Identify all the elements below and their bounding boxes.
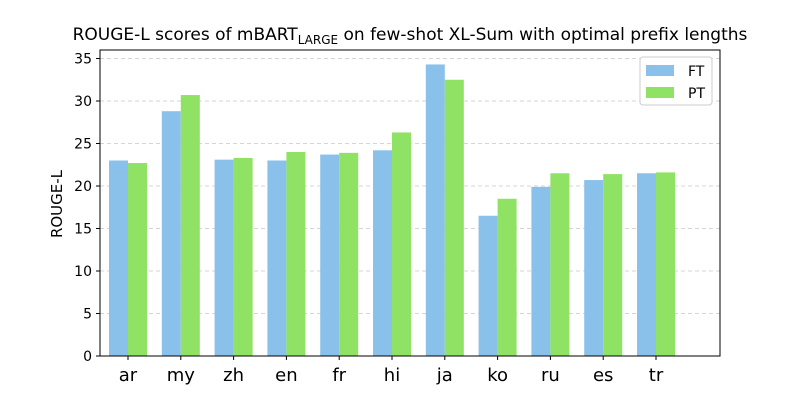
x-tick-label-ko: ko — [487, 365, 508, 386]
x-tick-label-ja: ja — [436, 365, 453, 386]
x-tick-label-my: my — [167, 365, 196, 386]
plot-frame — [99, 49, 721, 357]
bar-pt-hi — [392, 132, 411, 356]
bar-ft-ru — [531, 186, 551, 356]
bar-pt-my — [180, 95, 200, 357]
bar-pt-ko — [497, 198, 517, 356]
y-ticks: 0 5 10 15 20 25 30 35 — [74, 52, 100, 365]
bar-ft-zh — [214, 159, 234, 356]
bar-ft-tr — [637, 173, 656, 356]
bar-pt-zh — [233, 157, 253, 356]
y-tick-label-20: 20 — [74, 179, 92, 195]
bar-ft-ja — [425, 64, 445, 356]
y-tick-label-10: 10 — [74, 264, 92, 280]
chart-title-rest: on few-shot XL-Sum with optimal prefix l… — [338, 25, 747, 45]
x-tick-label-en: en — [275, 365, 297, 386]
y-tick-label-25: 25 — [74, 137, 92, 153]
legend: FT PT — [639, 56, 713, 106]
x-tick-label-ru: ru — [541, 365, 560, 386]
bar-ft-my — [161, 111, 181, 356]
legend-swatch-ft — [646, 65, 674, 76]
y-tick-label-5: 5 — [83, 307, 92, 323]
bar-ft-hi — [373, 150, 392, 356]
y-tick-label-0: 0 — [83, 349, 92, 365]
bar-pt-ar — [128, 163, 147, 356]
bar-pt-ru — [550, 173, 570, 356]
bar-pt-en — [286, 152, 306, 356]
y-axis-label: ROUGE-L — [48, 169, 66, 238]
bar-ft-ar — [109, 160, 128, 356]
x-tick-label-hi: hi — [384, 365, 400, 386]
bar-pt-fr — [339, 152, 359, 356]
bar-pt-tr — [656, 172, 675, 356]
legend-label-pt: PT — [688, 86, 705, 102]
legend-label-ft: FT — [688, 64, 705, 80]
x-ticks: ar my zh en fr hi ja ko ru es tr — [119, 356, 664, 386]
y-tick-label-35: 35 — [74, 52, 92, 68]
x-tick-label-tr: tr — [649, 365, 664, 386]
axes — [99, 49, 721, 357]
chart-title: ROUGE-L scores of mBARTLARGE on few-shot… — [73, 25, 748, 47]
x-tick-label-fr: fr — [332, 365, 346, 386]
bars — [109, 64, 675, 357]
y-tick-label-15: 15 — [74, 222, 92, 238]
bar-ft-en — [267, 160, 287, 356]
x-tick-label-zh: zh — [223, 365, 244, 386]
chart-title-subscript: LARGE — [298, 33, 338, 47]
y-tick-label-30: 30 — [74, 94, 92, 110]
bar-pt-es — [603, 174, 623, 356]
x-tick-label-es: es — [593, 365, 613, 386]
bar-pt-ja — [444, 79, 464, 356]
bar-ft-es — [584, 180, 604, 356]
chart-title-main: ROUGE-L scores of mBART — [73, 25, 299, 45]
bar-ft-ko — [478, 215, 498, 356]
x-tick-label-ar: ar — [119, 365, 138, 386]
bar-ft-fr — [320, 154, 340, 356]
legend-swatch-pt — [646, 87, 674, 98]
